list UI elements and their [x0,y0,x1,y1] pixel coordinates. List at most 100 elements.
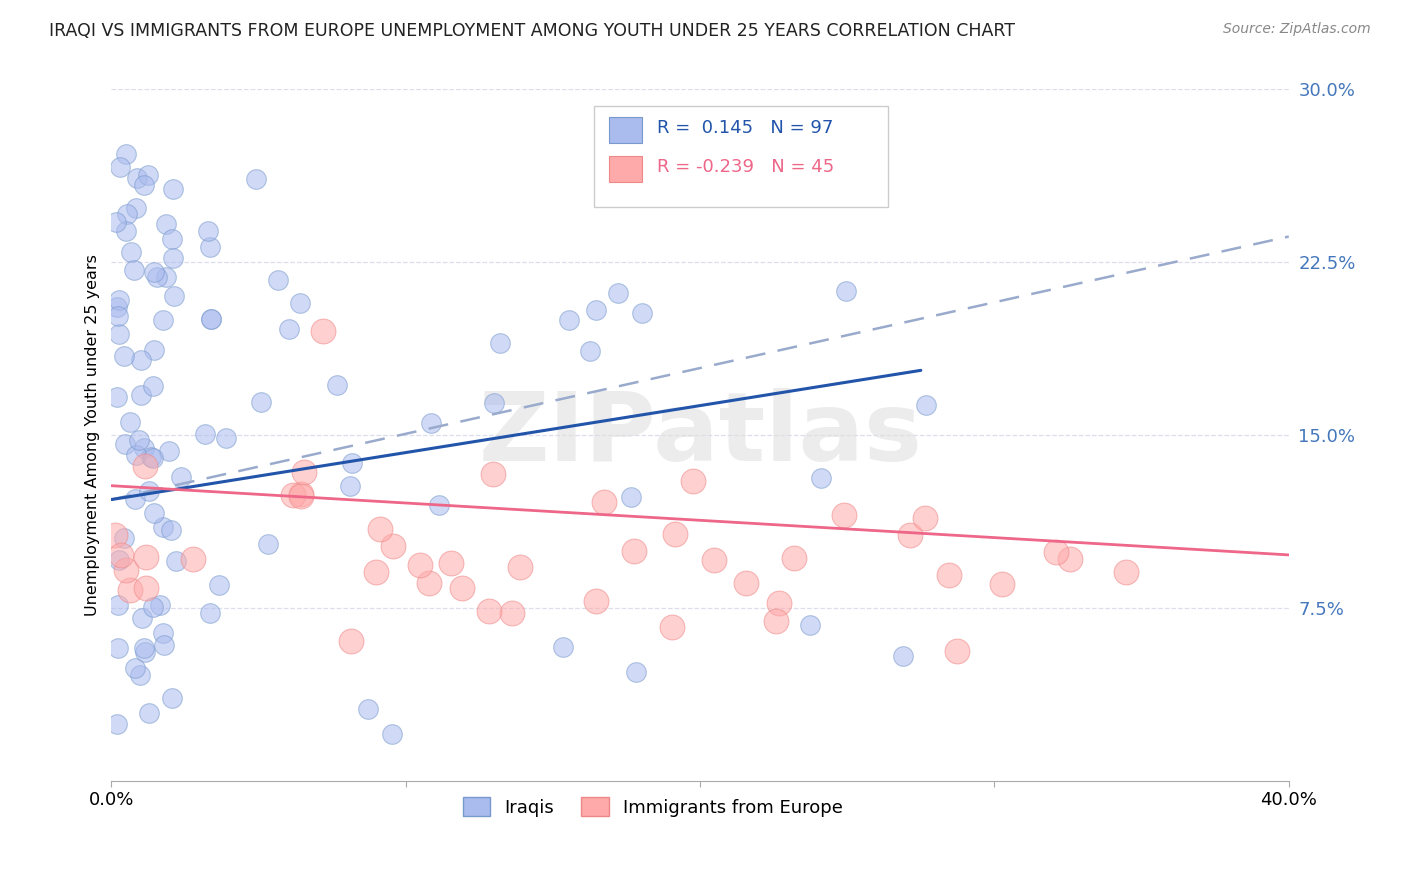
Point [946,644,969,658]
Point [768,597,790,611]
Point [142,506,165,520]
Point [107,598,129,612]
Point [135,581,157,595]
Point [131,611,153,625]
Point [283,488,305,502]
Point [157,443,180,458]
Point [290,489,312,503]
Point [118,583,141,598]
Point [105,717,128,731]
Point [125,201,148,215]
Point [165,554,187,568]
Text: R =  0.145   N = 97: R = 0.145 N = 97 [657,119,832,136]
Point [142,599,165,614]
Point [451,581,474,595]
Point [138,706,160,720]
FancyBboxPatch shape [595,106,889,207]
Point [143,343,166,357]
Point [181,552,204,566]
Point [115,224,138,238]
Point [623,544,645,558]
Point [368,522,391,536]
Point [115,563,138,577]
Point [108,293,131,307]
Point [482,467,505,481]
Point [382,539,405,553]
Point [112,531,135,545]
Point [155,217,177,231]
Text: IRAQI VS IMMIGRANTS FROM EUROPE UNEMPLOYMENT AMONG YOUTH UNDER 25 YEARS CORRELAT: IRAQI VS IMMIGRANTS FROM EUROPE UNEMPLOY… [49,22,1015,40]
Point [1059,552,1081,566]
Point [117,207,139,221]
Point [409,558,432,572]
Point [339,479,361,493]
Point [162,232,184,246]
Point [127,170,149,185]
Point [200,311,222,326]
Point [478,604,501,618]
Point [427,499,450,513]
Point [104,527,127,541]
Point [198,240,221,254]
Point [142,264,165,278]
Point [198,606,221,620]
Point [112,350,135,364]
Point [340,456,363,470]
Point [682,474,704,488]
Point [108,160,131,174]
Point [208,577,231,591]
Point [131,353,153,368]
Point [197,224,219,238]
Text: ZIPatlas: ZIPatlas [478,388,922,482]
Point [114,437,136,451]
Text: Source: ZipAtlas.com: Source: ZipAtlas.com [1223,22,1371,37]
Point [489,335,512,350]
Point [267,272,290,286]
Point [170,470,193,484]
Point [132,640,155,655]
Point [134,441,156,455]
Point [607,285,630,300]
Point [245,171,267,186]
Point [104,215,127,229]
Point [138,484,160,499]
Point [152,626,174,640]
Point [419,416,441,430]
Point [381,727,404,741]
Point [122,262,145,277]
Point [585,594,607,608]
Point [125,448,148,462]
Point [128,433,150,447]
Point [277,322,299,336]
Point [129,667,152,681]
Point [110,548,132,562]
Point [703,553,725,567]
Point [312,324,335,338]
Point [149,599,172,613]
Point [835,284,858,298]
Point [891,648,914,663]
Point [146,270,169,285]
Point [124,661,146,675]
Point [105,390,128,404]
Point [107,641,129,656]
Point [250,395,273,409]
Point [551,640,574,655]
Point [134,458,156,473]
Point [152,313,174,327]
Point [290,296,312,310]
Point [163,289,186,303]
Point [136,168,159,182]
Point [799,617,821,632]
Point [664,527,686,541]
Point [484,396,506,410]
Point [155,269,177,284]
Point [141,450,163,464]
Point [152,520,174,534]
Point [630,306,652,320]
Point [160,691,183,706]
Point [142,451,165,466]
Point [1115,565,1137,579]
Point [134,645,156,659]
Point [142,379,165,393]
